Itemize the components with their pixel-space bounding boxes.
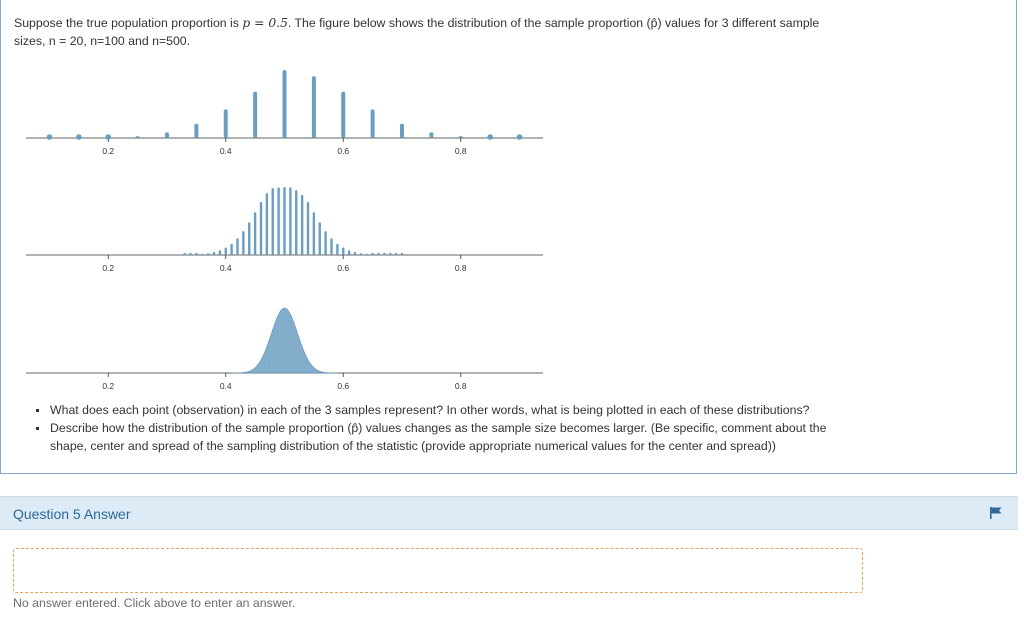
bar (201, 253, 204, 255)
bar (212, 251, 216, 255)
x-tick-label: 0.4 (220, 263, 232, 273)
bar (336, 243, 339, 255)
bar (259, 202, 263, 255)
point (377, 252, 380, 256)
bar (236, 238, 239, 255)
question-intro: Suppose the true population proportion i… (14, 14, 854, 50)
point (383, 252, 386, 256)
bar (253, 212, 257, 255)
bar (253, 91, 258, 138)
bar (353, 251, 357, 255)
bar (370, 109, 375, 138)
point (487, 134, 493, 140)
bar (283, 187, 286, 255)
answer-input-area[interactable] (13, 548, 863, 593)
x-tick-label: 0.6 (337, 263, 349, 273)
x-tick-label: 0.4 (220, 146, 232, 156)
bullet-item-1: What does each point (observation) in ea… (35, 401, 865, 419)
bar (324, 231, 327, 255)
bar (429, 132, 434, 138)
bar (194, 123, 199, 138)
point (189, 252, 192, 256)
point (516, 134, 523, 140)
bar (330, 238, 333, 255)
bar (341, 91, 346, 138)
sampling-distribution-figure: 0.2 0.4 0.6 0.8 0.2 0.4 0.6 0.8 0.2 0.4 0.6 0.8 (26, 70, 543, 391)
bar (230, 243, 233, 255)
bar (311, 76, 316, 138)
intro-math: p = 0.5 (242, 16, 288, 30)
point (394, 252, 398, 256)
bar (359, 253, 363, 255)
bar (242, 231, 245, 255)
x-tick-label: 0.2 (102, 381, 114, 391)
chart-panel-2: 0.2 0.4 0.6 0.8 (26, 187, 543, 273)
bar (347, 250, 351, 255)
answer-status-text: No answer entered. Click above to enter … (13, 596, 296, 610)
x-tick-label: 0.6 (337, 146, 349, 156)
flag-icon[interactable] (988, 506, 1004, 520)
bar (458, 136, 463, 138)
bar (312, 212, 316, 255)
answer-header: Question 5 Answer (0, 496, 1018, 530)
bar (289, 187, 292, 255)
x-tick-label: 0.8 (455, 263, 467, 273)
x-tick-label: 0.8 (455, 381, 467, 391)
bar (223, 109, 228, 138)
point (46, 134, 53, 140)
question-bullets: What does each point (observation) in ea… (35, 401, 865, 455)
x-tick-label: 0.8 (455, 146, 467, 156)
point (195, 252, 198, 256)
bar (306, 202, 310, 255)
bar (342, 247, 345, 255)
x-tick-label: 0.4 (220, 381, 232, 391)
bar (300, 194, 304, 255)
x-tick-label: 0.2 (102, 263, 114, 273)
bar (135, 136, 140, 138)
chart-panel-1: 0.2 0.4 0.6 0.8 (26, 70, 543, 156)
bar (295, 190, 298, 255)
bar (271, 188, 274, 255)
point (105, 134, 112, 140)
point (371, 252, 374, 256)
point (183, 252, 186, 256)
point (389, 252, 392, 256)
x-tick-label: 0.6 (337, 381, 349, 391)
bar (400, 123, 404, 138)
bar (248, 222, 251, 255)
point (400, 252, 404, 256)
bar (165, 132, 169, 138)
bar (218, 250, 222, 255)
intro-text-1: Suppose the true population proportion i… (14, 16, 243, 30)
bar (365, 253, 368, 255)
bar (206, 253, 210, 255)
bar (265, 193, 269, 255)
bar (282, 70, 287, 138)
point (76, 134, 82, 140)
bar (318, 222, 321, 255)
chart-panel-3: 0.2 0.4 0.6 0.8 (26, 307, 543, 391)
answer-title: Question 5 Answer (13, 506, 131, 522)
question-card: Suppose the true population proportion i… (0, 0, 1017, 474)
x-tick-label: 0.2 (102, 146, 114, 156)
bar (224, 247, 227, 255)
bullet-item-2: Describe how the distribution of the sam… (35, 419, 865, 455)
intro-text-2: . The figure below shows the distributio… (14, 16, 820, 48)
bar (277, 187, 280, 255)
